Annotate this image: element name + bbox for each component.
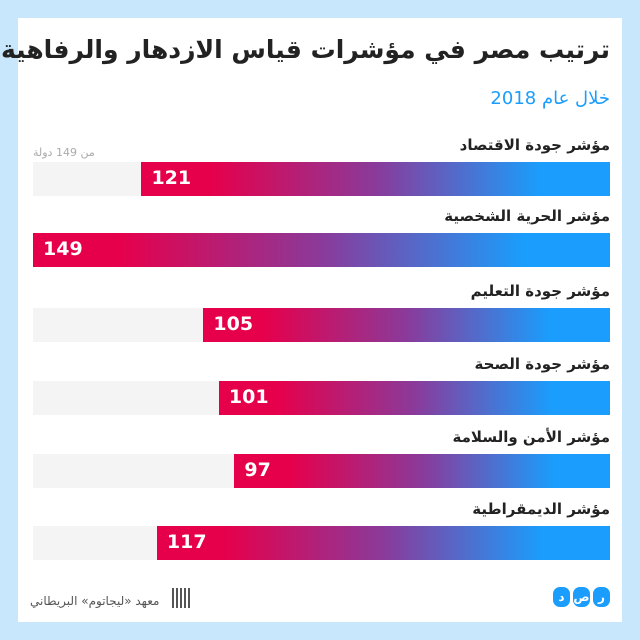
value-label: 117 (166, 531, 207, 553)
bar-track: 105 (33, 308, 610, 342)
category-label: مؤشر الديمقراطية (472, 500, 610, 518)
value-label: 101 (228, 386, 269, 408)
category-label: مؤشر الأمن والسلامة (452, 428, 610, 446)
logo-letter: ر (593, 587, 610, 607)
value-label: 105 (213, 313, 254, 335)
category-label: مؤشر جودة التعليم (470, 282, 610, 300)
brand-logo: د ص ر (553, 587, 610, 607)
bar: 121 (141, 162, 610, 196)
logo-letter: ص (573, 587, 590, 607)
bar-track: 117 (33, 526, 610, 560)
logo-letter: د (553, 587, 570, 607)
bar: 117 (156, 526, 610, 560)
bar: 101 (218, 381, 610, 415)
source-text: معهد «ليجاتوم» البريطاني (30, 594, 160, 608)
category-label: مؤشر جودة الصحة (474, 355, 610, 373)
subtitle: خلال عام 2018 (490, 88, 610, 109)
legatum-logo-icon (172, 588, 190, 608)
value-label: 97 (244, 459, 271, 481)
category-label: مؤشر الحرية الشخصية (444, 207, 610, 225)
value-label: 121 (151, 167, 192, 189)
bar: 97 (234, 454, 610, 488)
bar-track: 101 (33, 381, 610, 415)
bar-track: 149 (33, 233, 610, 267)
bar: 105 (203, 308, 610, 342)
bar-track: 97 (33, 454, 610, 488)
category-label: مؤشر جودة الاقتصاد (459, 136, 610, 154)
bar-track: 121 (33, 162, 610, 196)
bar: 149 (33, 233, 610, 267)
scale-note: من 149 دولة (33, 146, 95, 159)
page-title: ترتيب مصر في مؤشرات قياس الازدهار والرفا… (0, 35, 610, 64)
value-label: 149 (43, 238, 83, 260)
